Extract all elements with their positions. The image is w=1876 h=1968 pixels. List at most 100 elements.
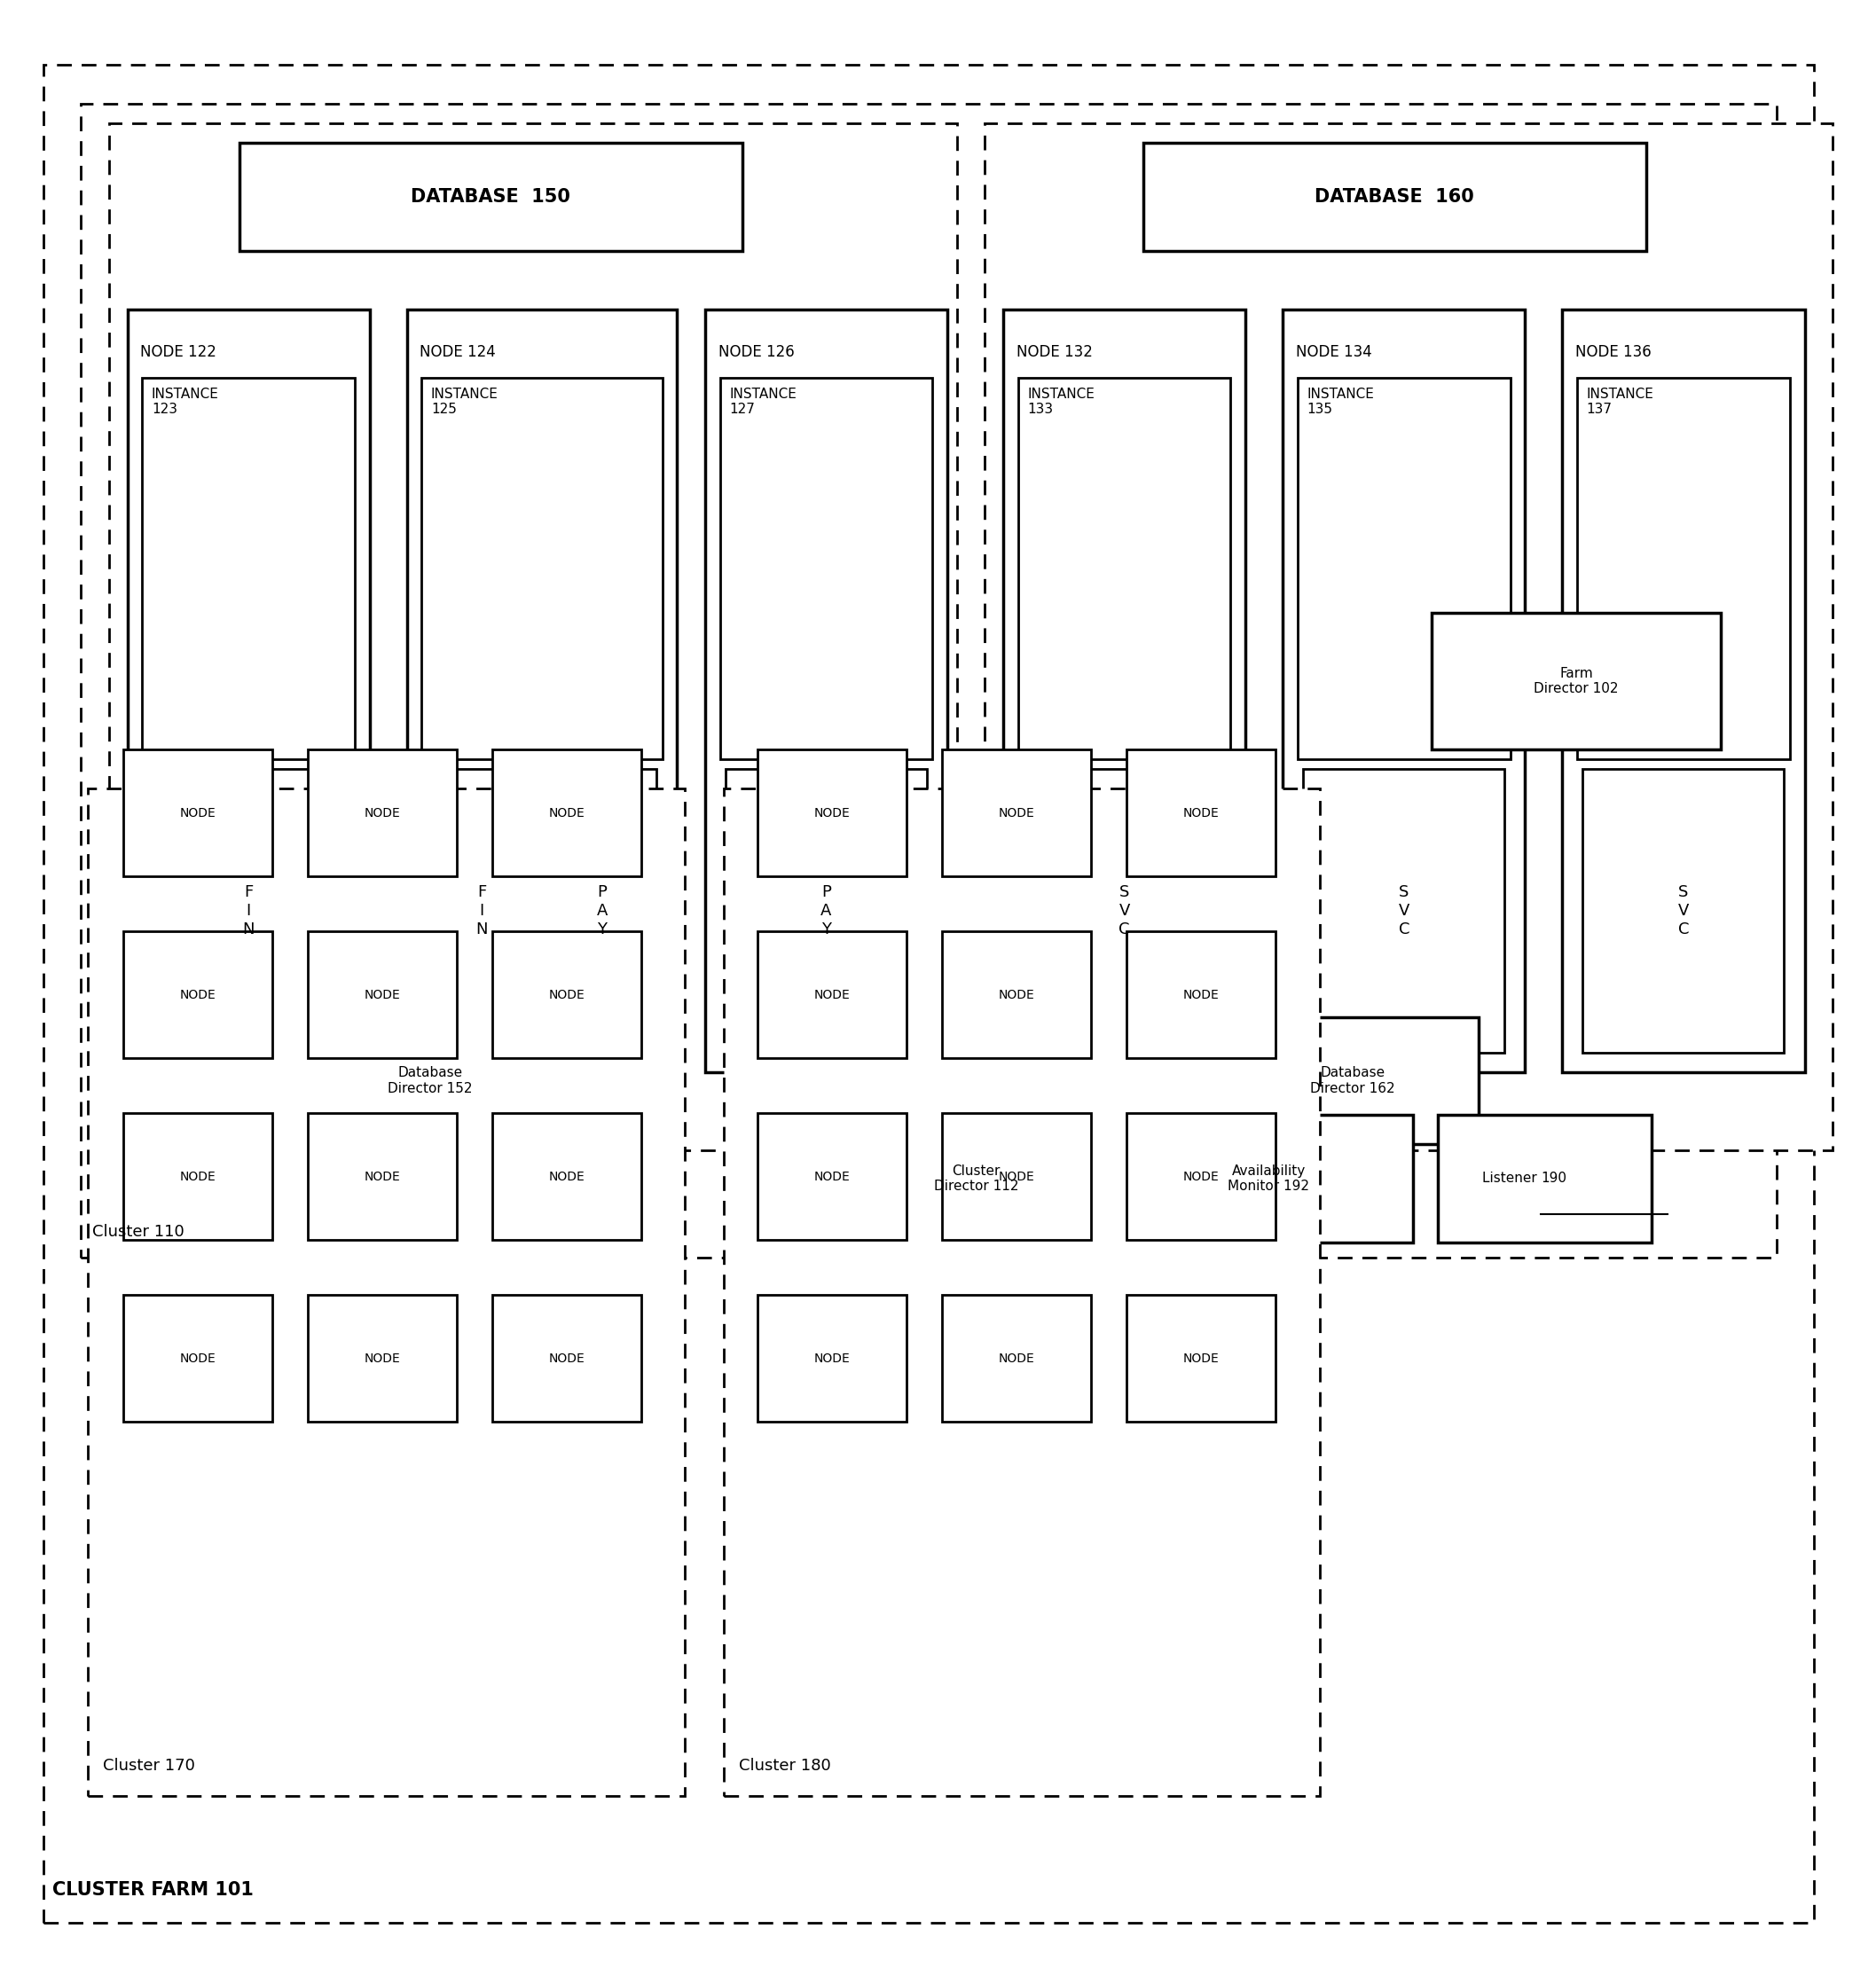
Bar xyxy=(1431,612,1720,750)
Bar xyxy=(1283,309,1525,1073)
Bar xyxy=(1583,769,1784,1053)
Text: NODE: NODE xyxy=(550,1352,585,1364)
Bar xyxy=(308,1114,458,1240)
Bar xyxy=(493,1114,642,1240)
Text: CLUSTER FARM 101: CLUSTER FARM 101 xyxy=(53,1881,253,1899)
Bar xyxy=(148,769,349,1053)
Bar xyxy=(1304,769,1505,1053)
Bar xyxy=(1019,378,1231,760)
Text: Cluster 180: Cluster 180 xyxy=(739,1757,831,1773)
Text: Listener: Listener xyxy=(1482,1171,1540,1185)
Text: NODE: NODE xyxy=(550,807,585,819)
Text: Cluster
Director 112: Cluster Director 112 xyxy=(934,1165,1019,1193)
Bar xyxy=(493,750,642,876)
Text: P
A
Y: P A Y xyxy=(597,884,608,937)
Bar xyxy=(942,1114,1090,1240)
Text: NODE: NODE xyxy=(180,1171,216,1183)
Text: Cluster 170: Cluster 170 xyxy=(103,1757,195,1773)
Bar xyxy=(758,750,906,876)
Bar xyxy=(1227,1017,1478,1143)
Bar xyxy=(109,124,957,1149)
Bar xyxy=(1024,769,1225,1053)
Bar xyxy=(124,1114,272,1240)
Text: F
I
N: F I N xyxy=(477,884,488,937)
Bar xyxy=(1124,1116,1413,1242)
Text: INSTANCE
135: INSTANCE 135 xyxy=(1308,388,1375,417)
Text: DATABASE  160: DATABASE 160 xyxy=(1315,189,1475,207)
Bar xyxy=(726,769,927,1053)
Bar xyxy=(1578,378,1790,760)
Text: NODE: NODE xyxy=(998,1352,1034,1364)
Text: S
V
C: S V C xyxy=(1677,884,1688,937)
Text: NODE: NODE xyxy=(1182,1171,1219,1183)
Bar xyxy=(308,1295,458,1423)
Bar xyxy=(850,1116,1101,1242)
Text: S
V
C: S V C xyxy=(1118,884,1129,937)
Bar xyxy=(143,378,355,760)
Bar xyxy=(422,378,662,760)
Text: NODE: NODE xyxy=(550,1171,585,1183)
Text: NODE: NODE xyxy=(364,988,401,1002)
Text: P
A
Y: P A Y xyxy=(820,884,831,937)
Text: Availability
Monitor 192: Availability Monitor 192 xyxy=(1229,1165,1309,1193)
Text: NODE: NODE xyxy=(814,807,850,819)
Bar xyxy=(758,931,906,1059)
Text: INSTANCE
125: INSTANCE 125 xyxy=(431,388,499,417)
Bar xyxy=(942,1295,1090,1423)
Text: NODE: NODE xyxy=(814,1171,850,1183)
Text: NODE: NODE xyxy=(364,807,401,819)
Bar xyxy=(1437,1116,1651,1242)
Bar xyxy=(88,789,685,1795)
Text: Database
Director 152: Database Director 152 xyxy=(388,1067,473,1094)
Bar xyxy=(1126,1295,1276,1423)
Bar xyxy=(407,309,677,1073)
Text: INSTANCE
133: INSTANCE 133 xyxy=(1028,388,1096,417)
Text: Farm
Director 102: Farm Director 102 xyxy=(1535,667,1619,695)
Bar xyxy=(304,1017,555,1143)
Bar xyxy=(758,1114,906,1240)
Text: NODE: NODE xyxy=(1182,1352,1219,1364)
Text: 190: 190 xyxy=(1540,1171,1566,1185)
Bar xyxy=(942,931,1090,1059)
Text: INSTANCE
127: INSTANCE 127 xyxy=(730,388,797,417)
Bar xyxy=(1126,750,1276,876)
Bar xyxy=(724,789,1321,1795)
Text: NODE 132: NODE 132 xyxy=(1017,344,1092,360)
Bar xyxy=(124,1295,272,1423)
Bar xyxy=(128,309,370,1073)
Bar xyxy=(1126,1114,1276,1240)
Text: NODE 124: NODE 124 xyxy=(420,344,495,360)
Text: INSTANCE
137: INSTANCE 137 xyxy=(1587,388,1655,417)
Text: NODE: NODE xyxy=(364,1171,401,1183)
Bar xyxy=(1298,378,1510,760)
Text: NODE 136: NODE 136 xyxy=(1576,344,1651,360)
Bar xyxy=(428,769,537,1053)
Bar xyxy=(81,104,1777,1258)
Text: Cluster 110: Cluster 110 xyxy=(92,1224,184,1240)
Text: F
I
N: F I N xyxy=(242,884,255,937)
Text: NODE 122: NODE 122 xyxy=(141,344,216,360)
Bar xyxy=(705,309,947,1073)
Text: S
V
C: S V C xyxy=(1398,884,1409,937)
Bar xyxy=(493,1295,642,1423)
Text: NODE: NODE xyxy=(550,988,585,1002)
Bar xyxy=(942,750,1090,876)
Text: NODE: NODE xyxy=(998,807,1034,819)
Text: NODE: NODE xyxy=(814,988,850,1002)
Bar xyxy=(1563,309,1805,1073)
Bar xyxy=(308,931,458,1059)
Bar xyxy=(720,378,932,760)
Bar xyxy=(238,144,743,250)
Text: NODE 134: NODE 134 xyxy=(1296,344,1371,360)
Text: NODE: NODE xyxy=(180,807,216,819)
Text: NODE: NODE xyxy=(814,1352,850,1364)
Text: Database
Director 162: Database Director 162 xyxy=(1309,1067,1396,1094)
Bar xyxy=(308,750,458,876)
Bar xyxy=(124,931,272,1059)
Text: NODE: NODE xyxy=(1182,807,1219,819)
Bar xyxy=(1142,144,1647,250)
Text: NODE: NODE xyxy=(180,988,216,1002)
Bar xyxy=(758,1295,906,1423)
Text: NODE: NODE xyxy=(998,988,1034,1002)
Text: NODE: NODE xyxy=(1182,988,1219,1002)
